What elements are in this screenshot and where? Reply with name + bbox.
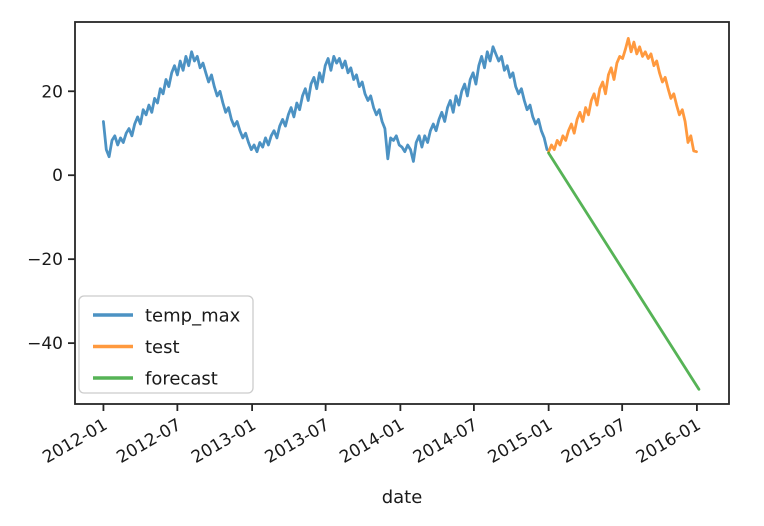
legend-box [78, 295, 254, 394]
series-forecast [547, 151, 701, 391]
x-tick-label: 2012-07 [113, 415, 185, 468]
y-tick-label: −40 [27, 334, 63, 354]
series-test [547, 37, 698, 154]
x-tick-label: 2015-07 [558, 415, 630, 468]
y-tick-label: 20 [41, 82, 63, 102]
legend-label: temp_max [145, 306, 241, 327]
series-temp_max [102, 45, 549, 163]
x-tick-label: 2013-01 [188, 415, 260, 468]
plot-border [74, 21, 730, 405]
x-axis-label: date [382, 487, 423, 508]
y-tick-label: −20 [27, 250, 63, 270]
y-tick-label: 0 [52, 166, 63, 186]
x-tick-label: 2014-07 [410, 415, 482, 468]
x-tick-label: 2014-01 [336, 415, 408, 468]
legend-label: test [145, 337, 180, 358]
x-tick-label: 2013-07 [262, 415, 334, 468]
legend-label: forecast [145, 369, 218, 390]
x-tick-label: 2012-01 [39, 415, 111, 468]
x-tick-label: 2016-01 [633, 415, 705, 468]
x-tick-label: 2015-01 [485, 415, 557, 468]
